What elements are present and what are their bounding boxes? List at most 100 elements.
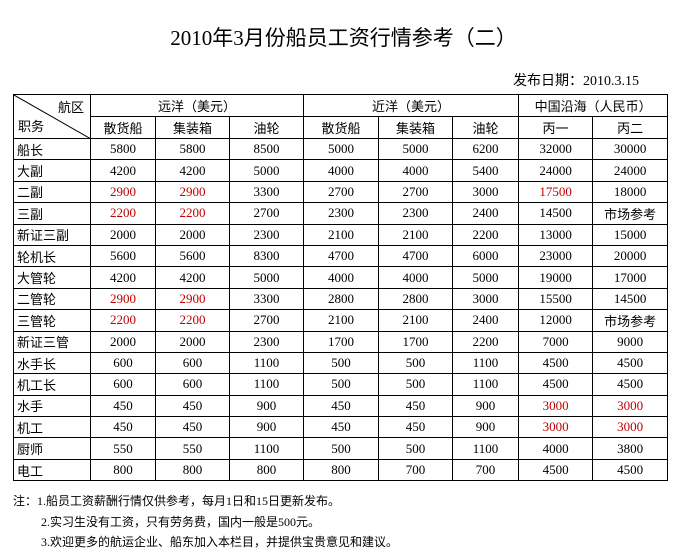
salary-cell: 24000 (592, 159, 669, 182)
role-cell: 新证三管 (13, 330, 91, 353)
salary-cell: 4200 (90, 159, 156, 182)
salary-cell: 3000 (452, 287, 520, 311)
table-row: 大副 4200 4200 5000 4000 4000 5400 24000 24000 (13, 159, 669, 182)
salary-cell: 4200 (155, 266, 230, 289)
salary-cell: 3800 (592, 437, 669, 460)
salary-cell: 4500 (518, 373, 594, 396)
note: 2.实习生没有工资，只有劳务费，国内一般是500元。 (41, 515, 321, 529)
subheader: 丙一 (518, 116, 594, 139)
table-row: 机工 450 450 900 450 450 900 3000 3000 (13, 416, 669, 439)
table-row: 厨师 550 550 1100 500 500 1100 4000 3800 (13, 437, 669, 460)
table-row: 水手 450 450 900 450 450 900 3000 3000 (13, 394, 669, 418)
salary-cell: 7000 (518, 330, 594, 353)
salary-cell: 500 (378, 373, 454, 396)
salary-cell: 2400 (452, 309, 520, 332)
salary-cell: 450 (378, 416, 454, 439)
salary-cell: 6000 (452, 244, 520, 268)
salary-cell: 32000 (518, 137, 594, 161)
salary-cell: 600 (155, 351, 230, 375)
table-row: 二副 2900 2900 3300 2700 2700 3000 17500 18000 (13, 180, 669, 204)
salary-cell: 5800 (90, 137, 156, 161)
role-cell: 水手 (13, 394, 91, 418)
salary-cell: 4000 (378, 159, 454, 182)
salary-cell: 20000 (592, 244, 669, 268)
salary-cell: 3000 (452, 180, 520, 204)
salary-cell: 500 (378, 437, 454, 460)
role-cell: 新证三副 (13, 223, 91, 246)
table-body: 船长 5800 5800 8500 5000 5000 6200 32000 30000 大副 42… (13, 137, 669, 482)
job-label: 职务 (18, 119, 45, 134)
salary-cell: 2700 (378, 180, 454, 204)
salary-cell: 3000 (592, 416, 669, 439)
salary-cell: 2100 (303, 223, 380, 246)
salary-cell: 800 (155, 458, 230, 482)
salary-cell: 3000 (592, 394, 669, 418)
salary-cell: 2000 (90, 223, 156, 246)
salary-cell: 800 (228, 458, 305, 482)
salary-cell: 900 (452, 394, 520, 418)
salary-cell: 14500 (592, 287, 669, 311)
salary-cell: 1100 (228, 437, 305, 460)
salary-cell: 4000 (303, 159, 380, 182)
salary-cell: 2200 (155, 202, 230, 225)
salary-cell: 2300 (378, 202, 454, 225)
salary-cell: 600 (90, 373, 156, 396)
salary-cell: 450 (90, 394, 156, 418)
title: 2010年3月份船员工资行情参考（二） (170, 26, 517, 50)
salary-cell: 2200 (90, 202, 156, 225)
salary-cell: 12000 (518, 309, 594, 332)
salary-cell: 2900 (155, 180, 230, 204)
salary-cell: 500 (303, 351, 380, 375)
salary-cell: 17500 (518, 180, 594, 204)
salary-cell: 5000 (452, 266, 520, 289)
salary-cell: 4200 (90, 266, 156, 289)
salary-cell: 2700 (303, 180, 380, 204)
salary-cell: 1100 (452, 437, 520, 460)
subheader-row: 散货船 集装箱 油轮 散货船 集装箱 油轮 丙一 丙二 (14, 116, 669, 139)
salary-cell: 9000 (592, 330, 669, 353)
salary-cell: 6200 (452, 137, 520, 161)
salary-cell: 3000 (518, 394, 594, 418)
subheader: 集装箱 (155, 116, 230, 139)
salary-cell: 450 (378, 394, 454, 418)
salary-cell: 3300 (228, 180, 305, 204)
salary-cell: 4500 (592, 458, 669, 482)
salary-cell: 2200 (155, 309, 230, 332)
salary-cell: 4500 (592, 373, 669, 396)
table-row: 大管轮 4200 4200 5000 4000 4000 5000 19000 17000 (13, 266, 669, 289)
salary-cell: 2300 (228, 330, 305, 353)
salary-cell: 450 (303, 416, 380, 439)
salary-cell: 17000 (592, 266, 669, 289)
table-row: 轮机长 5600 5600 8300 4700 4700 6000 23000 20000 (13, 244, 669, 268)
salary-cell: 15000 (592, 223, 669, 246)
salary-cell: 24000 (518, 159, 594, 182)
salary-cell: 4500 (518, 458, 594, 482)
table-row: 三管轮 2200 2200 2700 2100 2100 2400 12000 市场参考 (13, 309, 669, 332)
salary-cell: 1100 (452, 373, 520, 396)
salary-cell: 550 (155, 437, 230, 460)
salary-cell: 5600 (155, 244, 230, 268)
table-row: 水手长 600 600 1100 500 500 1100 4500 4500 (13, 351, 669, 375)
salary-table: 航区 职务 远洋（美元） 近洋（美元） 中国沿海（人民币） 散货船 集装箱 油轮 散货… (13, 94, 669, 482)
salary-cell: 15500 (518, 287, 594, 311)
salary-cell: 2900 (90, 180, 156, 204)
salary-cell: 4700 (378, 244, 454, 268)
role-cell: 电工 (13, 458, 91, 482)
salary-cell: 3300 (228, 287, 305, 311)
salary-cell: 2100 (378, 309, 454, 332)
salary-cell: 900 (228, 416, 305, 439)
salary-cell: 5000 (303, 137, 380, 161)
salary-cell: 4700 (303, 244, 380, 268)
diagonal (14, 95, 90, 138)
salary-cell: 市场参考 (592, 202, 669, 225)
salary-cell: 4500 (518, 351, 594, 375)
role-cell: 二管轮 (13, 287, 91, 311)
salary-cell: 800 (303, 458, 380, 482)
salary-cell: 450 (90, 416, 156, 439)
table-row: 三副 2200 2200 2700 2300 2300 2400 14500 市场参考 (13, 202, 669, 225)
subheader: 丙二 (592, 116, 669, 139)
table-row: 机工长 600 600 1100 500 500 1100 4500 4500 (13, 373, 669, 396)
salary-cell: 5000 (378, 137, 454, 161)
role-cell: 船长 (13, 137, 91, 161)
